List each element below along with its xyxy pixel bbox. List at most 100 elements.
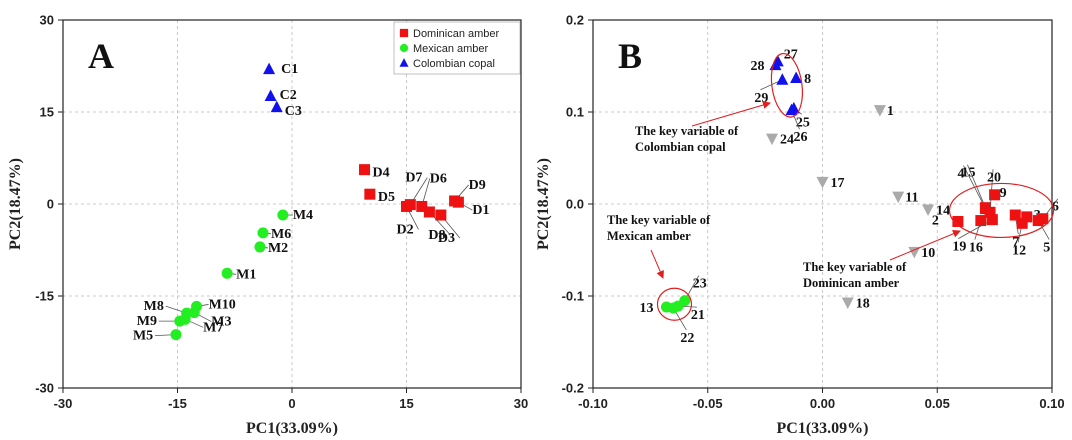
y-tick-label: -0.2 [562,381,584,396]
data-point-24 [766,133,779,146]
point-label-17: 17 [831,176,845,191]
point-label-6: 6 [1052,200,1059,215]
point-label-m1: M1 [236,267,256,282]
x-tick-label: -0.10 [578,396,608,411]
point-label-24: 24 [780,133,794,148]
point-label-m7: M7 [203,320,223,335]
data-point-d8 [423,206,435,218]
data-point-m6 [257,227,269,239]
y-tick-label: 0 [47,197,54,212]
point-label-29: 29 [754,91,768,106]
data-point-m9 [174,315,186,327]
data-point-d9 [449,195,461,207]
panel-b: -0.10 -0.05 0.00 0.05 0.10 -0.2 -0.1 0.0 0.1 0.2 P… [535,13,1065,438]
x-axis-title: PC1(33.09%) [246,420,338,437]
point-label-c2: C2 [280,88,297,103]
point-label-27: 27 [784,47,798,62]
data-point-7 [1009,209,1021,221]
point-label-c3: C3 [285,104,302,119]
point-label-d6: D6 [430,171,447,186]
annotation-text-2-2: Mexican amber [607,229,691,243]
point-label-10: 10 [921,246,935,261]
legend-box [393,21,521,75]
annotation-text-3-1: The key variable of [803,260,907,274]
y-tick-label: -30 [35,381,54,396]
data-point-11 [892,191,905,204]
data-point-9 [989,189,1001,201]
annotation-text-2-1: The key variable of [607,213,711,227]
point-label-14: 14 [936,204,950,219]
y-axis-title: PC2(18.47%) [7,158,24,250]
data-point-20 [984,206,996,218]
data-point-10 [908,246,921,259]
data-point-d5 [364,188,376,200]
point-label-11: 11 [905,191,918,206]
point-label-23: 23 [693,277,707,292]
point-label-d3: D3 [438,231,455,246]
data-point-c2 [264,89,277,102]
data-point-16 [975,215,987,227]
data-point-d3 [435,209,447,221]
leader-line [989,169,994,213]
point-label-9: 9 [1000,186,1007,201]
point-label-d5: D5 [378,190,395,205]
x-tick-label: 0.00 [810,396,835,411]
panel-a: -30 -15 0 15 30 -30 -15 0 15 30 PC1(33.09%) PC2(18.… [7,13,528,438]
annotation-3: The key variable of Dominican amber [803,229,961,290]
ellipse-dominican [948,182,1055,239]
data-point-m10 [191,300,203,312]
point-label-m4: M4 [293,208,313,223]
panel-letter: B [618,36,642,76]
group-2: 13 21 22 23 [639,275,707,346]
x-tick-label: 0.05 [925,396,950,411]
panel-letter: A [88,36,114,76]
point-label-d8: D8 [428,228,445,243]
annotation-arrow-3 [889,229,961,261]
point-label-7: 7 [1012,235,1019,250]
y-tick-label: -15 [35,289,54,304]
x-tick-label: 0.10 [1039,396,1064,411]
point-label-19: 19 [952,240,966,255]
group-4: 1 10 11 14 17 18 24 [766,104,950,311]
point-label-12: 12 [1012,243,1026,258]
point-label-20: 20 [987,170,1001,185]
data-point-m8 [181,307,193,319]
y-tick-label: 30 [40,13,54,28]
point-label-26: 26 [794,130,808,145]
y-tick-label: 0.0 [566,197,584,212]
x-tick-label: 0 [288,396,295,411]
x-tick-label: -15 [168,396,187,411]
data-point-14 [922,204,935,217]
data-point-m5 [170,329,182,341]
annotation-text-1-1: The key variable of [635,124,739,138]
point-label-18: 18 [856,296,870,311]
data-point-26 [785,103,798,116]
point-label-d2: D2 [397,222,414,237]
legend-marker-2 [399,43,409,53]
series-dominican-amber: D1 D2 D3 D4 D5 D6 D7 D8 D9 [359,164,490,246]
point-label-m9: M9 [137,314,157,329]
data-point-d7 [404,199,416,211]
data-point-c1 [263,62,276,75]
legend-marker-1 [399,28,409,38]
annotation-text-1-2: Colombian copal [635,140,726,154]
legend-marker-3 [399,58,409,67]
point-label-d4: D4 [373,166,390,181]
point-label-m10: M10 [209,297,236,312]
y-tick-label: 0.1 [566,105,584,120]
data-point-d6 [416,200,428,212]
y-tick-label: 15 [40,105,54,120]
data-point-1 [873,105,886,117]
legend-label-2: Mexican amber [413,43,489,55]
point-label-1: 1 [887,104,894,119]
data-point-2 [952,215,964,227]
ellipse-mexican [656,287,693,321]
annotation-text-3-2: Dominican amber [803,276,900,290]
y-tick-label: -0.1 [562,289,584,304]
annotation-1: The key variable of Colombian copal [635,101,771,154]
data-point-18 [841,297,854,309]
point-label-22: 22 [680,331,694,346]
point-label-2: 2 [932,213,939,228]
point-label-15: 15 [961,166,975,181]
